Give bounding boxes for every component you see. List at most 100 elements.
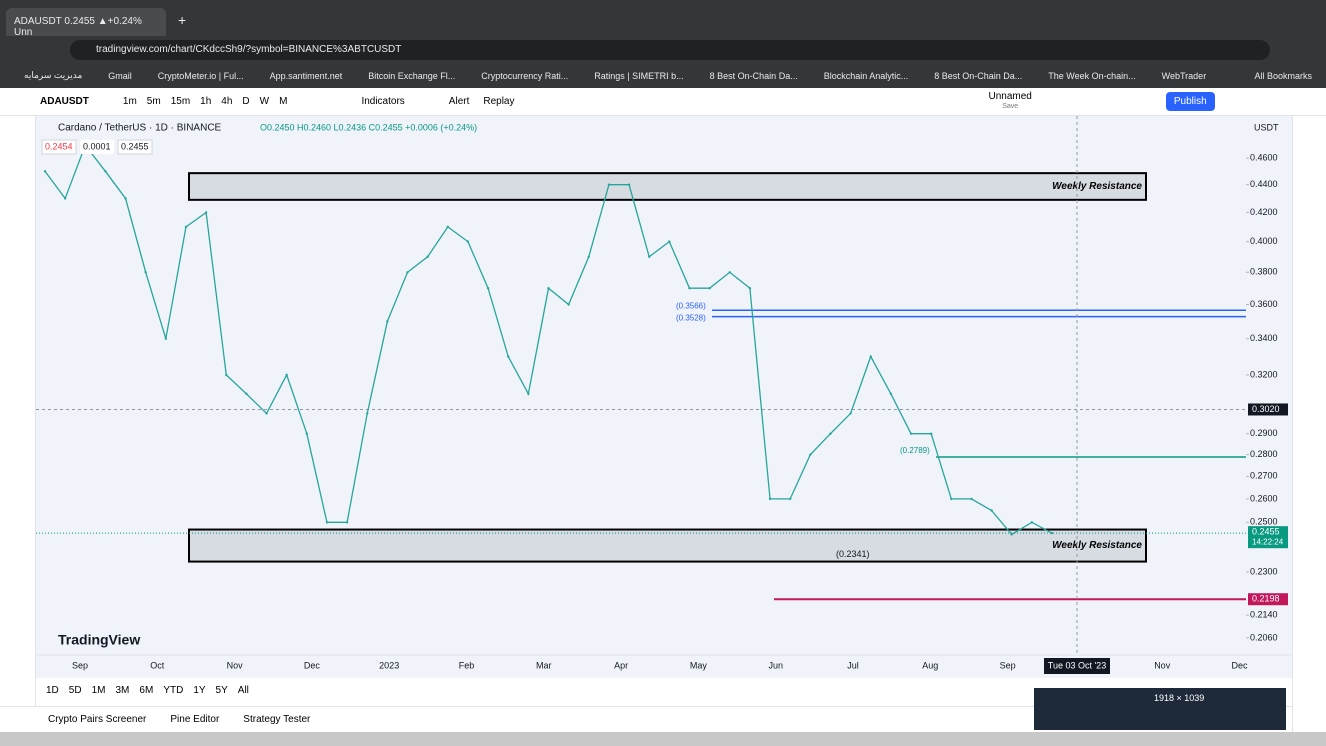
replay[interactable]: Replay [483,96,515,107]
price-point [547,286,550,290]
panel-tab[interactable]: Strategy Tester [243,714,311,725]
interval[interactable]: W [259,96,270,107]
y-tick-label: 0.4600 [1250,153,1278,163]
x-tick-label: Sep [1000,660,1016,670]
price-point [366,412,369,415]
timeframe[interactable]: 6M [139,684,154,696]
price-point [990,509,993,512]
address-bar: tradingview.com/chart/CKdccSh9/?symbol=B… [0,36,1326,63]
layout[interactable]: Unnamed Save [989,92,1032,111]
all-bookmarks[interactable]: All Bookmarks [1254,70,1312,81]
price-point [668,240,671,243]
bookmark[interactable]: CryptoMeter.io | Ful... [157,70,244,81]
price-point [788,497,792,501]
zone-label: Weekly Resistance [1052,181,1142,192]
price-point [345,521,349,524]
publish[interactable]: Publish [1165,92,1215,111]
resistance-zone [188,528,1147,563]
x-tick-label: Oct [150,660,165,670]
support-tag [1248,593,1288,606]
bookmark[interactable]: 8 Best On-Chain Da... [709,70,798,81]
tab-title: ADAUSDT 0.2455 ▲+0.24% Unn [14,16,142,38]
x-tick-label: Feb [459,660,475,670]
price-point [63,197,67,200]
bottom-strip [0,732,1326,746]
price-point [386,320,389,323]
y-tick-label: 0.2140 [1250,610,1278,620]
recorder: 1918 × 1039 [1034,688,1286,730]
bookmark[interactable]: Gmail [108,70,132,81]
tab[interactable]: ADAUSDT 0.2455 ▲+0.24% Unn [6,8,166,38]
tv-toolbar: ADAUSDT 1m 5m 15m 1h 4h D W M Indicators Alert … [0,88,1326,116]
tab-bar: ADAUSDT 0.2455 ▲+0.24% Unn + [0,0,1326,38]
bookmark[interactable]: Bitcoin Exchange Fl... [368,70,456,81]
timeframe[interactable]: 5D [68,684,82,696]
price-point [849,412,852,415]
level-label: (0.3528) [676,314,706,323]
chart: Cardano / TetherUS · 1D · BINANCE O0.245… [36,116,1292,678]
timeframe[interactable]: 5Y [215,684,228,696]
alert[interactable]: Alert [448,96,470,107]
interval[interactable]: 15m [170,96,191,107]
price-point [708,286,711,290]
panel-tab[interactable]: Pine Editor [170,714,220,725]
price-point [728,271,731,274]
price-point [527,392,530,396]
y-tick-label: 0.2060 [1250,632,1278,642]
interval[interactable]: 1m [122,96,137,107]
support-tag-label: 0.2198 [1252,594,1280,604]
new-tab[interactable]: + [178,12,187,28]
bookmarks-bar: مدیریت سرمایه Gmail CryptoMeter.io | Ful..… [0,63,1326,88]
price-point [648,255,651,258]
indicators[interactable]: Indicators [361,96,405,107]
bookmark[interactable]: Ratings | SIMETRI b... [594,70,684,81]
url: tradingview.com/chart/CKdccSh9/?symbol=B… [96,44,402,55]
last-price-tag [1248,526,1288,549]
symbol[interactable]: ADAUSDT [40,96,89,107]
bookmark[interactable]: WebTrader [1161,70,1207,81]
crosshair-tag-label: 0.3020 [1252,404,1280,414]
price-point [184,225,188,229]
x-tick-label: May [690,660,708,670]
timeframe[interactable]: YTD [163,684,184,696]
timeframe[interactable]: 1Y [193,684,206,696]
y-tick-label: 0.2800 [1250,449,1278,459]
panel-tab[interactable]: Crypto Pairs Screener [48,714,147,725]
price-point [204,211,208,214]
y-tick-label: 0.2500 [1250,517,1278,527]
bookmark[interactable]: مدیریت سرمایه [24,70,83,80]
layout-name: Unnamed [988,91,1032,102]
x-tick-label: Nov [227,660,244,670]
url-field[interactable]: tradingview.com/chart/CKdccSh9/?symbol=B… [70,40,1270,60]
bookmark[interactable]: The Week On-chain... [1048,70,1136,81]
y-tick-label: 0.3600 [1250,299,1278,309]
y-tick-label: 0.2300 [1250,567,1278,577]
ohlc: O0.2450 H0.2460 L0.2436 C0.2455 +0.0006 … [260,122,477,132]
price-point [748,286,752,290]
price-point [607,183,611,186]
x-tick-label: Apr [614,660,628,670]
zone-label: Weekly Resistance [1052,540,1142,551]
quick-price-box [41,139,77,155]
bookmark[interactable]: App.santiment.net [269,70,343,81]
bookmark[interactable]: Cryptocurrency Rati... [481,70,569,81]
interval[interactable]: M [279,96,288,107]
x-tick-label: Sep [72,660,88,670]
level-label: (0.3566) [676,301,706,310]
price-point [1050,531,1054,535]
interval[interactable]: 4h [221,96,233,107]
bookmark[interactable]: Blockchain Analytic... [823,70,909,81]
interval[interactable]: 5m [146,96,161,107]
interval[interactable]: D [242,96,250,107]
price-point [970,497,973,501]
timeframe[interactable]: 1M [91,684,106,696]
timeframe[interactable]: 3M [115,684,130,696]
chart-title: Cardano / TetherUS · 1D · BINANCE [58,123,222,134]
quick-price-box [117,139,153,155]
timeframe[interactable]: 1D [46,684,59,696]
date-tag [1044,658,1110,674]
price-point [104,170,107,173]
timeframe[interactable]: All [237,684,249,696]
bookmark[interactable]: 8 Best On-Chain Da... [934,70,1023,81]
interval[interactable]: 1h [200,96,212,107]
